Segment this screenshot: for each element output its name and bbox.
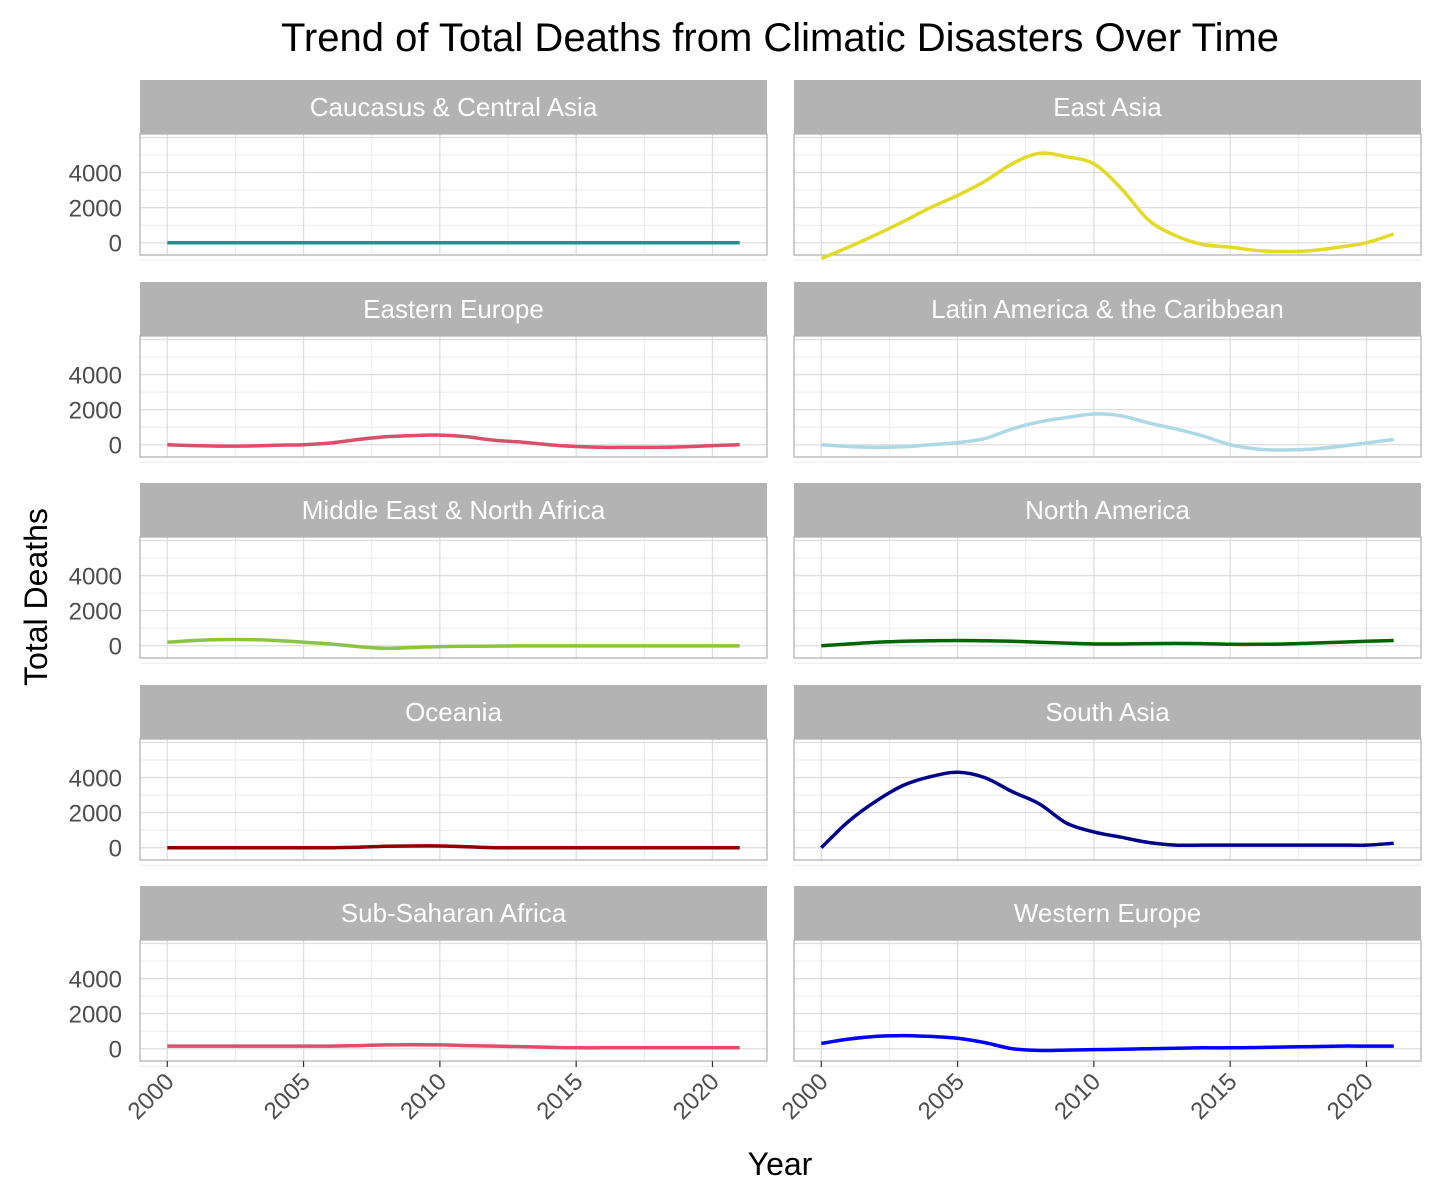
facet-strip — [794, 483, 1421, 537]
y-tick-label: 4000 — [69, 564, 122, 591]
facet-strip-label: Caucasus & Central Asia — [310, 92, 598, 122]
y-tick-label: 4000 — [69, 766, 122, 793]
x-axis-ticks: 2000 2005 2010 2015 2020 2000 2005 2010 2015 2020 — [123, 1061, 1379, 1125]
facet-strip — [794, 685, 1421, 739]
x-tick-label: 2015 — [532, 1068, 589, 1125]
facet-strip-label: Latin America & the Caribbean — [931, 294, 1284, 324]
series-line-sub-saharan-africa — [167, 1042, 740, 1050]
facet-north-america: North America — [793, 483, 1422, 664]
facet-strip — [140, 483, 767, 537]
x-tick-label: 2000 — [123, 1068, 180, 1125]
series-line-middle-east-and-north-africa — [167, 637, 740, 651]
series-line-south-asia — [820, 770, 1394, 849]
x-tick-label: 2010 — [1049, 1068, 1106, 1125]
y-tick-label: 0 — [109, 1037, 122, 1064]
facet-strip — [140, 80, 767, 134]
facet-strip — [794, 886, 1421, 940]
facet-strip — [140, 685, 767, 739]
facet-strip-label: Western Europe — [1014, 898, 1201, 928]
facet-strip — [140, 886, 767, 940]
y-tick-label: 4000 — [69, 967, 122, 994]
facet-western-europe: Western Europe — [793, 886, 1422, 1067]
facet-panels: Caucasus & Central Asia 0 2000 4000 East Asi… — [69, 80, 1422, 1067]
series-line-eastern-europe — [167, 433, 740, 450]
x-tick-label: 2010 — [395, 1068, 452, 1125]
facet-middle-east-and-north-africa: Middle East & North Africa 0 2000 4000 — [69, 483, 768, 664]
facet-sub-saharan-africa: Sub-Saharan Africa 0 2000 4000 — [69, 886, 768, 1067]
facet-strip-label: Oceania — [405, 697, 502, 727]
panel-border — [139, 335, 768, 458]
y-tick-label: 0 — [109, 634, 122, 661]
y-tick-label: 2000 — [69, 801, 122, 828]
x-tick-label: 2020 — [668, 1068, 725, 1125]
y-axis-title: Total Deaths — [18, 508, 54, 686]
x-tick-label: 2020 — [1322, 1068, 1379, 1125]
panel-border — [139, 133, 768, 256]
panel-border — [793, 738, 1422, 861]
series-line-western-europe — [820, 1033, 1394, 1053]
y-tick-label: 2000 — [69, 196, 122, 223]
series-line-north-america — [821, 638, 1394, 648]
series-line-east-asia — [820, 151, 1395, 261]
panel-border — [793, 536, 1422, 659]
facet-south-asia: South Asia — [793, 685, 1422, 866]
facet-strip-label: North America — [1025, 495, 1190, 525]
facet-eastern-europe: Eastern Europe 0 2000 4000 — [69, 282, 768, 463]
panel-border — [793, 133, 1422, 256]
panel-border — [793, 939, 1422, 1062]
x-tick-label: 2000 — [777, 1068, 834, 1125]
facet-oceania: Oceania 0 2000 4000 — [69, 685, 768, 866]
y-tick-label: 4000 — [69, 161, 122, 188]
y-tick-label: 2000 — [69, 599, 122, 626]
x-tick-label: 2005 — [913, 1068, 970, 1125]
series-line-latin-america-and-the-caribbean — [821, 412, 1394, 452]
facet-strip-label: Sub-Saharan Africa — [341, 898, 567, 928]
chart-title: Trend of Total Deaths from Climatic Disa… — [281, 16, 1279, 60]
facet-strip-label: Eastern Europe — [363, 294, 544, 324]
y-tick-label: 0 — [109, 231, 122, 258]
facet-strip-label: Middle East & North Africa — [302, 495, 606, 525]
facet-strip-label: South Asia — [1045, 697, 1170, 727]
y-tick-label: 0 — [109, 836, 122, 863]
facet-strip — [140, 282, 767, 336]
panel-border — [139, 536, 768, 659]
facet-caucasus-and-central-asia: Caucasus & Central Asia 0 2000 4000 — [69, 80, 768, 261]
x-tick-label: 2015 — [1186, 1068, 1243, 1125]
y-tick-label: 2000 — [69, 1002, 122, 1029]
x-axis-title: Year — [748, 1146, 813, 1182]
facet-strip — [794, 80, 1421, 134]
facet-strip — [794, 282, 1421, 336]
facet-strip-label: East Asia — [1053, 92, 1162, 122]
facet-latin-america-and-the-caribbean: Latin America & the Caribbean — [793, 282, 1422, 463]
y-tick-label: 0 — [109, 433, 122, 460]
panel-border — [139, 939, 768, 1062]
y-tick-label: 2000 — [69, 398, 122, 425]
facet-east-asia: East Asia — [793, 80, 1422, 261]
x-tick-label: 2005 — [259, 1068, 316, 1125]
panel-border — [793, 335, 1422, 458]
panel-border — [139, 738, 768, 861]
series-line-oceania — [167, 844, 740, 850]
y-tick-label: 4000 — [69, 363, 122, 390]
